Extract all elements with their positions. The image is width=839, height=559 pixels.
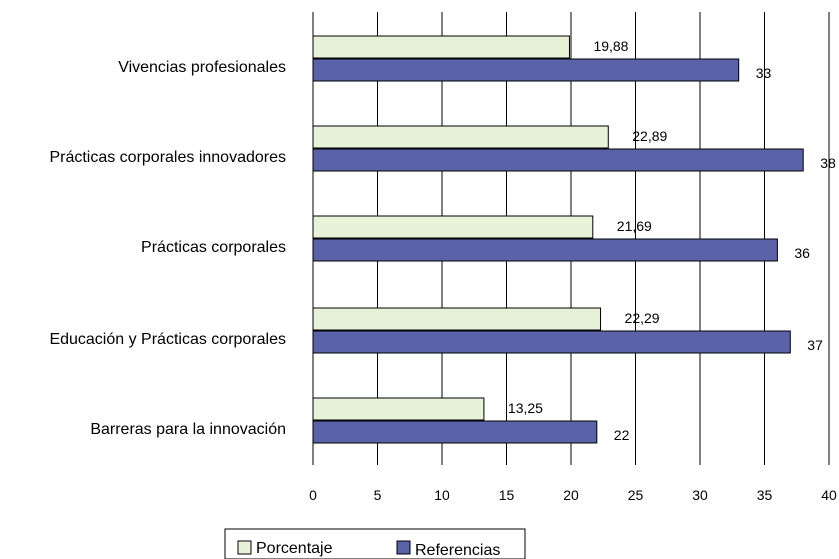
x-tick-label: 10	[434, 487, 450, 503]
legend-label-porcentaje: Porcentaje	[256, 540, 333, 557]
category-labels: Vivencias profesionales Prácticas corpora…	[49, 59, 286, 438]
bar-porcentaje	[312, 125, 609, 149]
data-label: 21,69	[617, 218, 652, 234]
bar-porcentaje	[312, 397, 485, 421]
x-axis-ticks: 0 5 10 15 20 25 30 35 40	[309, 487, 837, 503]
x-tick-label: 20	[563, 487, 579, 503]
category-label: Prácticas corporales	[141, 239, 286, 256]
data-label: 38	[820, 155, 836, 171]
data-label: 36	[794, 245, 810, 261]
x-tick-label: 25	[628, 487, 644, 503]
x-tick-label: 0	[309, 487, 317, 503]
bar-referencias	[312, 238, 778, 262]
x-tick-label: 35	[757, 487, 773, 503]
x-tick-label: 40	[821, 487, 837, 503]
bars	[312, 35, 804, 444]
bar-referencias	[312, 148, 804, 172]
legend: Porcentaje Referencias	[224, 528, 526, 559]
bar-referencias	[312, 58, 740, 82]
category-label: Vivencias profesionales	[118, 59, 286, 76]
legend-box	[224, 528, 526, 559]
data-label: 22,89	[632, 128, 667, 144]
bar-referencias	[312, 420, 598, 444]
legend-swatch-porcentaje	[237, 540, 252, 555]
category-label: Educación y Prácticas corporales	[49, 331, 286, 348]
data-labels: 19,88 33 22,89 38 21,69 36 22,29 37 13,25 22	[508, 38, 836, 443]
category-label: Barreras para la innovación	[90, 421, 286, 438]
data-label: 22	[614, 427, 630, 443]
bar-porcentaje	[312, 215, 594, 239]
legend-swatch-referencias	[396, 540, 411, 555]
bar-referencias	[312, 330, 791, 354]
x-tick-label: 5	[374, 487, 382, 503]
legend-label-referencias: Referencias	[415, 542, 500, 559]
data-label: 22,29	[625, 310, 660, 326]
data-label: 33	[756, 65, 772, 81]
x-tick-label: 30	[692, 487, 708, 503]
data-label: 13,25	[508, 400, 543, 416]
data-label: 37	[807, 337, 823, 353]
data-label: 19,88	[593, 38, 628, 54]
category-label: Prácticas corporales innovadores	[49, 149, 286, 166]
x-tick-label: 15	[499, 487, 515, 503]
bar-porcentaje	[312, 35, 570, 59]
bar-porcentaje	[312, 307, 602, 331]
